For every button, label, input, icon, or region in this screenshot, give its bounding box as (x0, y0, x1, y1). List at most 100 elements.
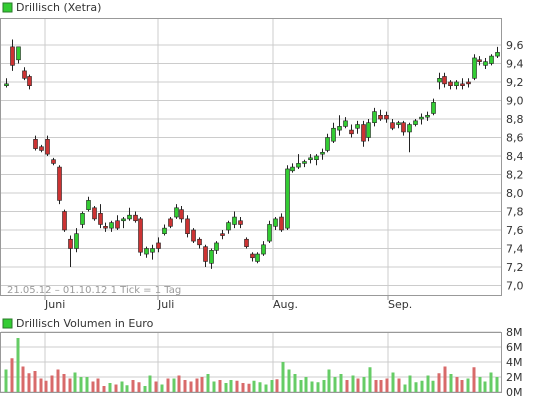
price-y-axis-labels: 7,0 7,2 7,4 7,6 7,8 8,0 8,2 8,4 8,6 8,8 9,0 9,2 9,4 9… (506, 39, 524, 293)
volume-bar (39, 378, 43, 392)
candlestick (483, 57, 488, 70)
candle-body (121, 218, 126, 222)
candlestick (390, 119, 395, 131)
candlestick (109, 220, 114, 232)
volume-bar (44, 380, 48, 392)
candlestick (62, 209, 67, 232)
candle-body (62, 211, 67, 231)
volume-bar (206, 374, 210, 392)
candlestick (238, 217, 243, 229)
candlestick (442, 72, 447, 88)
price-panel: Drillisch (Xetra) 21.05.12 – 01.10.12 1 … (0, 1, 524, 311)
candlestick (27, 74, 32, 90)
volume-bar (50, 375, 54, 392)
candle-body (4, 83, 9, 86)
candlestick (425, 111, 430, 121)
candlestick (10, 39, 15, 71)
price-y-tick-label: 9,2 (506, 76, 524, 89)
volume-bar (79, 377, 83, 392)
volume-bar (270, 380, 274, 392)
candle-body (355, 124, 360, 129)
candlestick (179, 205, 184, 223)
candlestick (413, 119, 418, 127)
candlestick (448, 80, 453, 90)
volume-bar (27, 373, 31, 392)
volume-y-tick-label: 4M (506, 356, 523, 369)
volume-bar (33, 371, 37, 392)
volume-bar (183, 380, 187, 392)
candle-body (407, 124, 412, 133)
price-x-tick-label: Juli (157, 298, 174, 311)
candle-body (92, 207, 97, 220)
volume-y-tick-label: 6M (506, 341, 523, 354)
volume-bar (85, 377, 89, 392)
candle-body (103, 226, 108, 229)
volume-bar (391, 372, 395, 392)
candlestick (197, 237, 202, 249)
price-legend-swatch (2, 2, 13, 13)
candlestick (226, 220, 231, 234)
volume-bar (10, 358, 14, 392)
volume-bar (489, 372, 493, 392)
price-y-tick-label: 7,4 (506, 243, 524, 256)
candlestick (45, 135, 50, 156)
candle-body (431, 102, 436, 114)
price-y-tick-label: 8,0 (506, 187, 524, 200)
candlestick (191, 228, 196, 243)
volume-bar (21, 366, 25, 392)
candle-body (203, 246, 208, 262)
price-y-tick-label: 7,2 (506, 261, 524, 274)
candle-body (22, 70, 27, 79)
candle-body (483, 61, 488, 66)
candlestick (16, 46, 21, 64)
candlestick (92, 205, 97, 221)
candlestick (127, 207, 132, 221)
volume-bar (322, 380, 326, 392)
candle-body (127, 214, 132, 220)
volume-bar (339, 374, 343, 392)
volume-bar (229, 380, 233, 392)
volume-bars (4, 338, 499, 392)
candlestick (244, 237, 249, 249)
price-x-tick-label: Juni (44, 298, 65, 311)
volume-bar (293, 374, 297, 392)
candle-body (150, 248, 155, 253)
candlestick (22, 67, 27, 81)
candle-body (10, 46, 15, 66)
candle-body (372, 111, 377, 123)
volume-bar (258, 382, 262, 392)
volume-bar (287, 369, 291, 392)
candlestick (80, 211, 85, 229)
candle-body (419, 116, 424, 120)
candle-body (343, 120, 348, 127)
candlestick (51, 157, 56, 166)
candlestick (378, 109, 383, 121)
candle-body (384, 115, 389, 120)
candlestick (279, 213, 284, 232)
candle-body (378, 115, 383, 120)
candlestick (361, 120, 366, 147)
candle-body (45, 139, 50, 155)
candle-body (290, 166, 295, 172)
candle-body (460, 83, 465, 86)
candlestick (396, 120, 401, 129)
candlestick (267, 220, 272, 243)
candle-body (466, 81, 471, 85)
volume-bar (235, 380, 239, 392)
candle-body (197, 238, 202, 246)
candlestick (174, 204, 179, 219)
volume-legend-swatch (2, 318, 13, 329)
candle-body (98, 213, 103, 225)
candle-body (209, 250, 214, 264)
candlestick (384, 111, 389, 123)
candle-body (437, 78, 442, 83)
candlestick (156, 237, 161, 253)
volume-bar (299, 380, 303, 392)
volume-bar (148, 375, 152, 392)
candlestick (337, 115, 342, 136)
candle-body (250, 253, 255, 259)
price-x-tick-label: Aug. (273, 298, 298, 311)
candle-body (51, 159, 56, 164)
candlestick (325, 133, 330, 153)
price-x-axis-labels: Juni Juli Aug. Sep. (44, 296, 412, 311)
